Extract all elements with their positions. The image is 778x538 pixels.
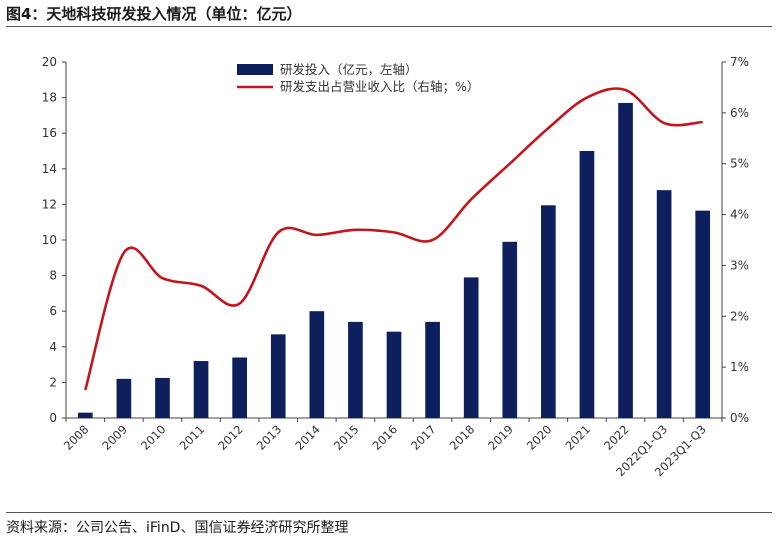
left-tick-label: 18 [42,91,57,105]
left-tick-label: 2 [49,375,57,389]
bar [193,361,209,418]
x-tick-label: 2008 [61,422,92,453]
x-tick-label: 2021 [562,422,593,453]
bar [77,412,93,418]
left-tick-label: 10 [42,233,57,247]
source-note: 资料来源：公司公告、iFinD、国信证券经济研究所整理 [6,520,349,536]
bar [656,190,672,418]
left-tick-label: 16 [42,126,57,140]
bar [232,357,247,418]
chart-legend: 研发投入（亿元，左轴） 研发支出占营业收入比（右轴；%） [237,62,479,94]
bar [618,102,633,418]
bar [579,151,595,418]
x-tick-label: 2011 [177,422,208,453]
right-tick-label: 6% [730,106,749,120]
right-tick-label: 4% [730,208,749,222]
bar [309,311,325,418]
right-tick-label: 2% [730,309,749,323]
right-tick-label: 3% [730,258,749,272]
bar [116,378,132,418]
x-tick-label: 2010 [138,422,169,453]
legend-bar-swatch [237,64,273,75]
right-tick-label: 7% [730,55,749,69]
x-tick-label: 2013 [254,422,285,453]
bar [425,321,440,418]
legend-bar-label: 研发投入（亿元，左轴） [280,62,418,77]
right-tick-label: 0% [730,411,749,425]
x-tick-label: 2012 [215,422,246,453]
left-tick-label: 0 [49,411,57,425]
right-tick-label: 1% [730,360,749,374]
left-tick-label: 4 [49,340,57,354]
left-tick-label: 14 [42,162,57,176]
bar-series [77,102,711,418]
line-series [84,87,703,391]
bar [348,321,363,418]
x-tick-label: 2016 [370,422,401,453]
x-tick-label: 2019 [485,422,516,453]
source-divider [6,512,772,513]
x-tick-label: 2020 [524,422,555,453]
chart-title: 图4：天地科技研发投入情况（单位：亿元） [6,5,302,23]
left-tick-label: 12 [42,197,57,211]
left-tick-label: 6 [49,304,57,318]
x-tick-label: 2022 [601,422,632,453]
ratio-line [84,87,703,391]
bar [502,241,518,418]
x-tick-label: 2018 [447,422,478,453]
legend-line-label: 研发支出占营业收入比（右轴；%） [280,79,479,94]
left-tick-label: 8 [49,269,57,283]
x-tick-label: 2017 [408,422,439,453]
x-tick-label: 2009 [99,422,130,453]
x-tick-label: 2014 [292,422,323,453]
bar [695,210,711,418]
left-tick-label: 20 [42,55,57,69]
bar [270,334,286,418]
bar [155,377,170,418]
title-divider [6,26,772,27]
x-tick-label: 2015 [331,422,362,453]
bar [463,277,479,418]
bar [541,205,556,418]
bar [386,331,402,418]
right-tick-label: 5% [730,157,749,171]
